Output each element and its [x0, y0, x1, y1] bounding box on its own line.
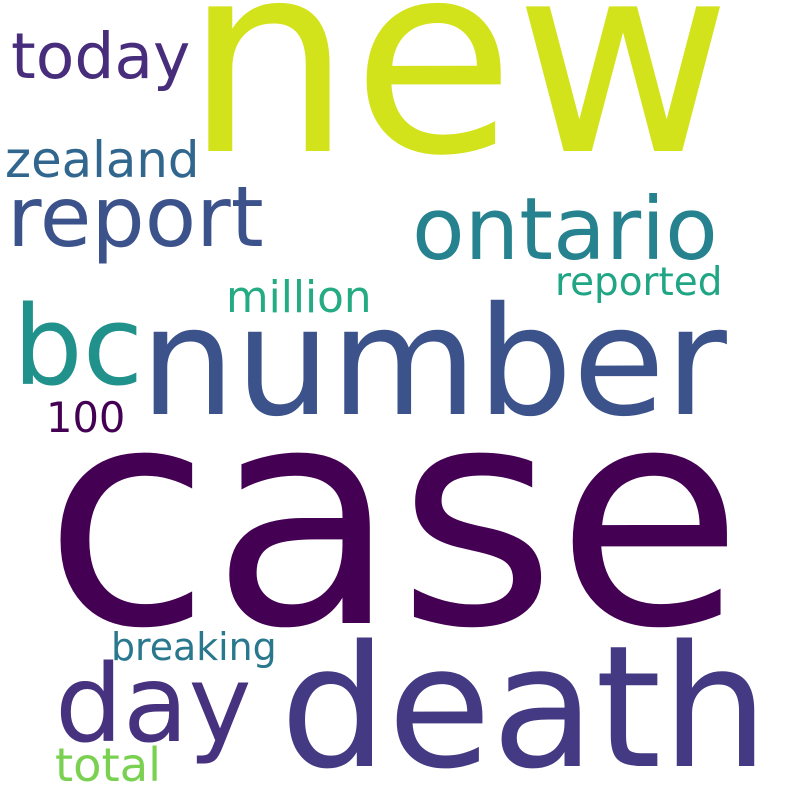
word-breaking: breaking	[111, 625, 277, 669]
word-number: number	[140, 275, 727, 450]
word-case: case	[43, 341, 744, 696]
word-million: million	[226, 272, 372, 323]
word-zealand: zealand	[5, 131, 200, 189]
word-death: death	[280, 609, 769, 800]
word-bc: bc	[13, 282, 144, 410]
word-ontario: ontario	[412, 180, 718, 280]
word-day: day	[55, 643, 252, 767]
word-reported: reported	[555, 260, 723, 305]
word-today: today	[11, 19, 191, 93]
word-total: total	[55, 738, 162, 792]
word-report: report	[7, 168, 264, 266]
word-new: new	[184, 0, 732, 214]
word-100: 100	[46, 393, 126, 442]
